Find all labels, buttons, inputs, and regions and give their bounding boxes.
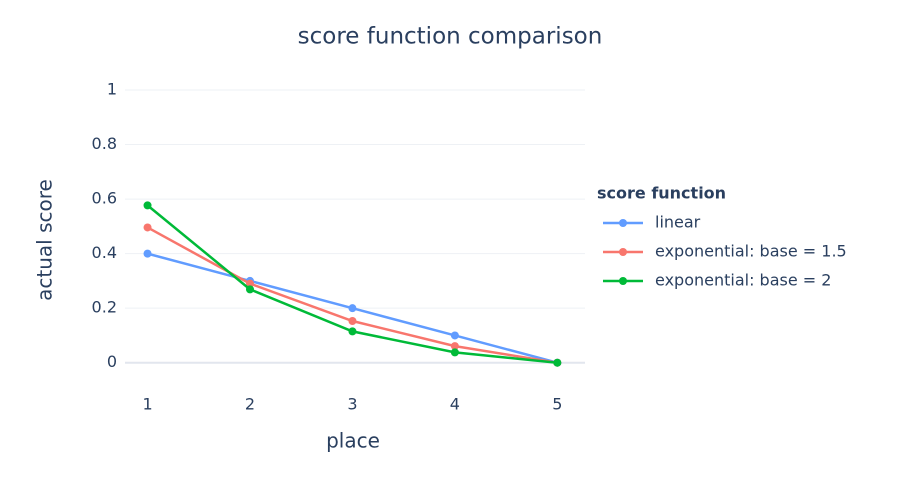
marker (348, 317, 357, 325)
marker (450, 331, 459, 340)
y-tick-label: 0.6 (92, 189, 117, 208)
y-tick-label: 0.2 (92, 298, 117, 317)
marker (143, 249, 152, 258)
marker (450, 342, 459, 351)
marker (143, 223, 152, 232)
chart-title: score function comparison (298, 24, 603, 50)
marker (143, 201, 152, 210)
y-tick-label: 0 (107, 352, 117, 371)
y-tick-label: 0.4 (92, 243, 117, 262)
x-tick-label: 5 (552, 395, 562, 414)
y-tick-label: 0.8 (92, 134, 117, 153)
line (146, 226, 558, 364)
x-tick-label: 2 (245, 395, 255, 414)
x-axis-label: place (326, 429, 380, 453)
legend-label: linear (655, 213, 701, 232)
marker (245, 279, 254, 288)
marker (348, 304, 357, 313)
marker (245, 285, 254, 294)
y-tick-label: 1 (107, 80, 117, 99)
legend-label: exponential: base = 1.5 (655, 242, 847, 261)
line (146, 204, 558, 364)
legend-marker (619, 219, 627, 227)
y-axis-label: actual score (33, 179, 57, 301)
x-tick-label: 3 (347, 395, 357, 414)
marker (348, 327, 357, 336)
x-tick-label: 4 (450, 395, 460, 414)
legend-marker (619, 277, 627, 285)
x-tick-label: 1 (142, 395, 152, 414)
legend-marker (619, 248, 627, 256)
marker (450, 348, 459, 357)
legend-label: exponential: base = 2 (655, 271, 831, 290)
legend-title: score function (597, 184, 726, 203)
marker (553, 358, 562, 367)
